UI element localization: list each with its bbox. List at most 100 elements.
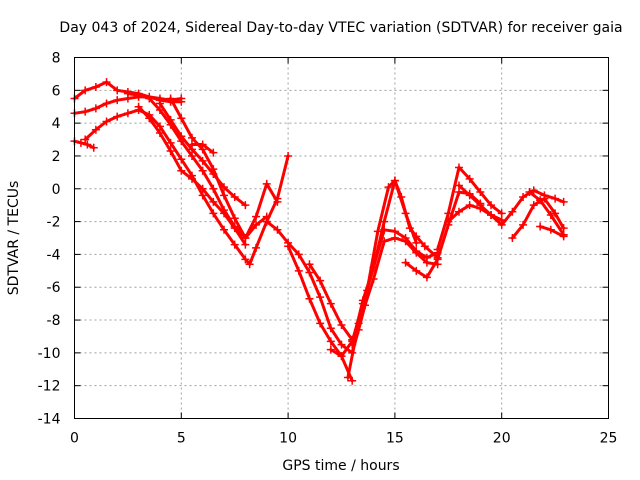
grid	[74, 57, 609, 419]
data-point	[412, 266, 421, 275]
data-point	[401, 258, 410, 267]
data-point	[294, 250, 303, 259]
data-point	[220, 191, 229, 200]
data-point	[444, 209, 453, 218]
data-point	[177, 132, 186, 141]
data-point	[123, 109, 132, 118]
data-point	[465, 191, 474, 200]
x-tick-label: 25	[600, 431, 618, 447]
y-tick-label: -6	[47, 280, 61, 296]
data-point	[209, 184, 218, 193]
x-tick-label: 0	[70, 431, 79, 447]
data-point	[390, 176, 399, 185]
y-tick-label: 2	[52, 149, 61, 165]
data-point	[209, 148, 218, 157]
data-point	[536, 222, 545, 231]
x-axis-label: GPS time / hours	[282, 458, 399, 474]
data-point	[497, 220, 506, 229]
data-point	[444, 217, 453, 226]
series-line	[73, 139, 96, 150]
x-tick-label: 10	[279, 431, 297, 447]
data-point	[476, 201, 485, 210]
data-point	[454, 207, 463, 216]
data-point	[529, 201, 538, 210]
data-point	[401, 234, 410, 242]
y-tick-label: 8	[52, 51, 61, 67]
data-point	[519, 192, 528, 201]
data-point	[305, 260, 314, 269]
data-point	[363, 286, 372, 295]
series-track-12	[305, 260, 357, 344]
data-point	[177, 114, 186, 123]
data-point	[454, 181, 463, 190]
data-point	[559, 197, 568, 206]
y-tick-label: 0	[52, 182, 61, 198]
data-point	[343, 373, 352, 382]
data-point	[177, 97, 186, 106]
data-point	[241, 201, 250, 210]
series-track-6	[134, 102, 250, 249]
y-tick-label: -4	[47, 247, 61, 263]
data-point	[187, 174, 196, 183]
data-point	[198, 140, 207, 149]
data-point	[81, 107, 90, 116]
data-point	[230, 214, 239, 223]
data-point	[245, 260, 254, 269]
data-point	[546, 225, 555, 234]
series-track-20	[508, 194, 568, 242]
data-point	[422, 273, 431, 282]
data-point	[476, 188, 485, 197]
data-point	[230, 224, 239, 233]
data-point	[529, 186, 538, 195]
series-track-9	[187, 140, 218, 157]
data-point	[187, 140, 196, 149]
data-point	[166, 94, 175, 103]
data-point	[519, 220, 528, 229]
data-point	[209, 197, 218, 206]
data-point	[422, 253, 431, 262]
data-series	[70, 78, 568, 385]
data-point	[546, 211, 555, 220]
data-point	[220, 209, 229, 218]
data-point	[433, 245, 442, 254]
series-line	[265, 220, 440, 355]
y-axis-label: SDTVAR / TECUs	[6, 181, 22, 296]
axis-ticks: 0 5 10 15 20 25 -14 -12 -10 -8 -6 -4 -2 0 2 4 6 8	[38, 51, 618, 447]
data-point	[102, 117, 111, 126]
data-point	[316, 319, 325, 328]
data-point	[465, 174, 474, 183]
data-point	[81, 86, 90, 95]
data-point	[294, 266, 303, 275]
series-line	[329, 228, 440, 358]
x-tick-label: 20	[493, 431, 511, 447]
data-point	[102, 78, 111, 87]
data-point	[230, 192, 239, 201]
data-point	[83, 140, 92, 149]
data-point	[252, 212, 261, 221]
data-point	[384, 183, 393, 192]
data-point	[262, 217, 271, 226]
data-point	[113, 112, 122, 121]
data-point	[252, 220, 261, 229]
data-point	[209, 209, 218, 218]
data-point	[551, 209, 560, 218]
data-point	[241, 255, 250, 264]
data-point	[145, 114, 154, 123]
data-point	[76, 138, 85, 147]
data-point	[305, 294, 314, 303]
series-track-17	[433, 163, 506, 254]
data-point	[284, 242, 293, 251]
y-tick-label: -14	[38, 412, 61, 428]
series-track-15	[343, 176, 442, 382]
y-tick-label: 6	[52, 83, 61, 99]
data-point	[262, 179, 271, 188]
data-point	[326, 337, 335, 346]
data-point	[91, 125, 100, 134]
data-point	[348, 376, 357, 385]
plot-frame	[74, 57, 609, 419]
y-tick-label: -10	[38, 346, 61, 362]
series-track-3	[70, 137, 98, 152]
data-point	[89, 143, 98, 152]
data-point	[113, 96, 122, 105]
